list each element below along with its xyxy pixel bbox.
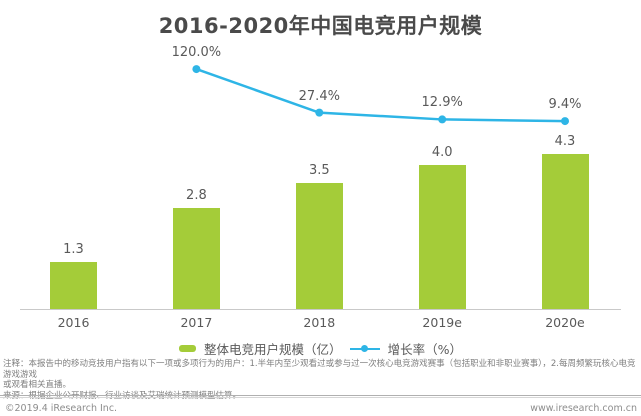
bar-value-label: 1.3 — [63, 242, 84, 258]
website-link[interactable]: www.iresearch.com.cn — [530, 403, 637, 414]
footer-rule-top — [0, 395, 641, 396]
x-axis-label: 2019e — [422, 315, 462, 330]
bar-value-label: 2.8 — [186, 188, 207, 204]
line-point — [315, 108, 324, 117]
legend-line-dot-icon — [360, 345, 368, 352]
footer-bar: ©2019.4 iResearch Inc. www.iresearch.com… — [0, 401, 641, 416]
bar-value-label: 3.5 — [308, 163, 330, 178]
note-line: 或观看相关直播。 — [3, 380, 72, 390]
footer-rule-bottom — [0, 397, 641, 398]
bar — [172, 208, 220, 309]
line-point — [438, 115, 447, 124]
x-axis-label: 2016 — [57, 315, 90, 330]
x-axis-line — [20, 309, 621, 310]
bar — [418, 165, 466, 309]
legend-bar-label: 整体电竞用户规模（亿） — [204, 342, 342, 357]
bar — [295, 183, 343, 309]
growth-rate-label: 9.4% — [548, 97, 582, 113]
growth-rate-label: 12.9% — [421, 95, 463, 111]
legend-bar-swatch — [179, 345, 197, 352]
legend: 整体电竞用户规模（亿） 增长率（%） — [0, 339, 641, 358]
bar — [541, 154, 589, 309]
legend-line-glyph — [349, 344, 380, 353]
bar-value-label: 4.0 — [431, 145, 453, 160]
line-point — [192, 65, 201, 74]
bar — [50, 262, 97, 309]
growth-rate-label: 120.0% — [171, 45, 222, 61]
line-point — [561, 117, 569, 126]
copyright-text: ©2019.4 iResearch Inc. — [5, 403, 118, 414]
chart-title: 2016-2020年中国电竞用户规模 — [158, 14, 483, 38]
legend-line-label: 增长率（%） — [387, 342, 462, 357]
x-axis-label: 2020e — [545, 315, 585, 330]
growth-rate-label: 27.4% — [298, 88, 340, 104]
note-line: 注释：本报告中的移动竞技用户指有以下一项或多项行为的用户：1.半年内至少观看过或… — [3, 359, 636, 380]
x-axis-label: 2017 — [180, 315, 213, 330]
x-axis-label: 2018 — [303, 315, 336, 330]
bar-value-label: 4.3 — [554, 134, 576, 150]
